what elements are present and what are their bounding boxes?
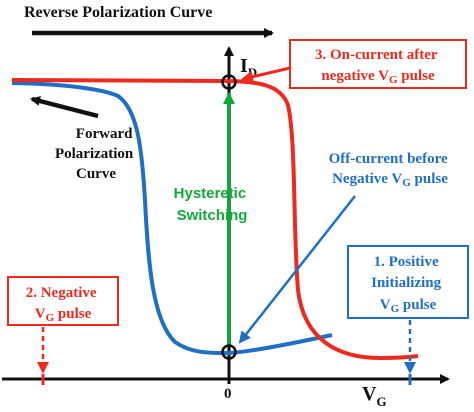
origin-label: 0 (224, 386, 232, 402)
off-current-label: Off-current before Negative VG pulse (329, 151, 452, 189)
on-current-box (289, 39, 467, 89)
forward-curve-arrow (30, 96, 99, 119)
positive-pulse-box (347, 245, 469, 319)
vg-axis-label: VG (362, 383, 387, 409)
on-current-label: 3. On-current after negative VG pulse (315, 47, 441, 86)
forward-curve-label: Forward Polarization Curve (55, 126, 137, 182)
reverse-curve-label: Reverse Polarization Curve (24, 4, 212, 21)
reverse-polarization-curve (11, 78, 419, 361)
negative-pulse-box (7, 276, 119, 326)
off-current-point (221, 344, 237, 360)
negative-pulse-label: 2. Negative VG pulse (26, 285, 101, 324)
on-current-pointer-arrow (241, 66, 291, 83)
on-current-point (221, 74, 237, 90)
forward-polarization-curve (11, 81, 333, 356)
off-current-pointer-arrow (238, 195, 356, 344)
hysteretic-switching-label: Hysteretic Switching (174, 185, 251, 224)
positive-pulse-label: 1. Positive Initializing VG pulse (371, 254, 445, 315)
